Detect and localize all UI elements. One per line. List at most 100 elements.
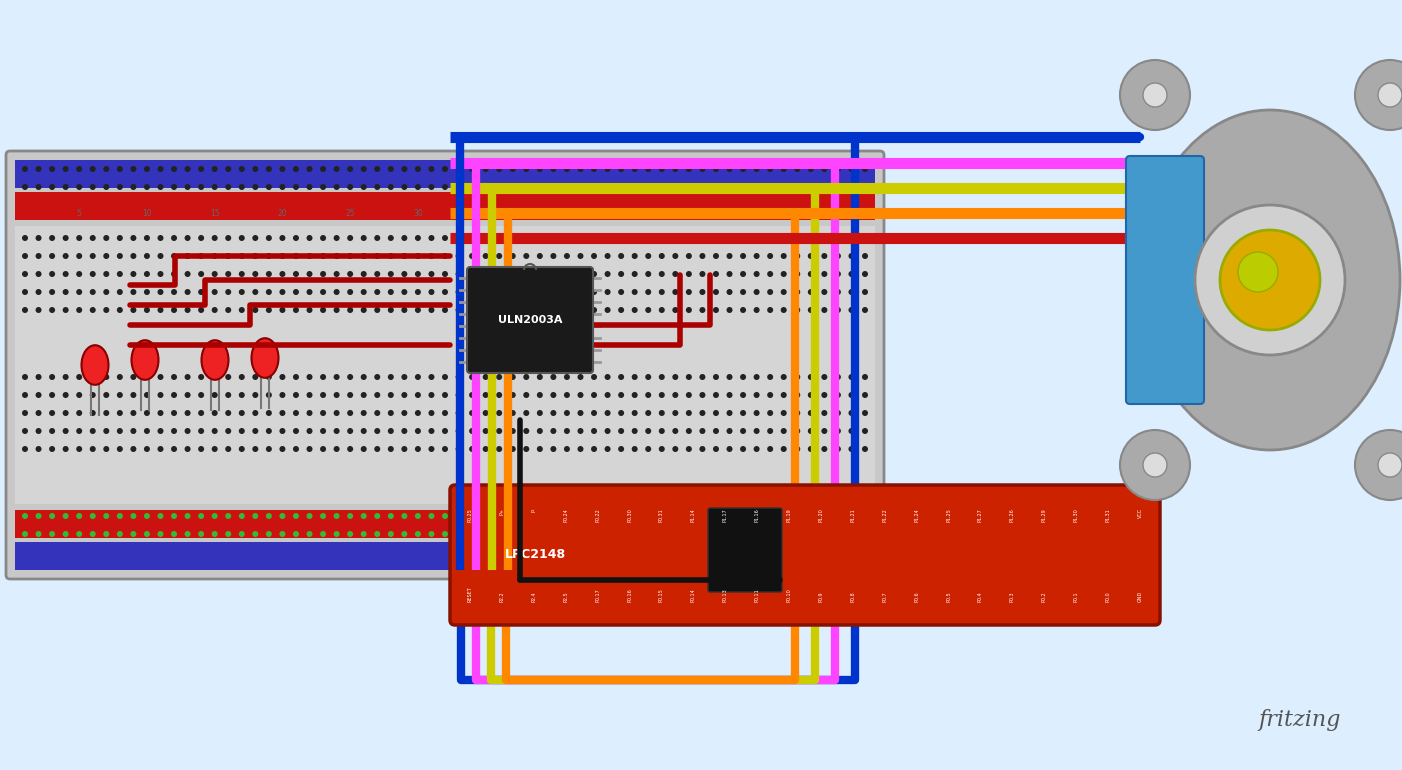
- Circle shape: [212, 392, 217, 398]
- Circle shape: [714, 289, 719, 295]
- Circle shape: [645, 446, 651, 452]
- Circle shape: [22, 271, 28, 277]
- Circle shape: [1354, 60, 1402, 130]
- Text: P1.31: P1.31: [1106, 508, 1110, 522]
- Circle shape: [144, 289, 150, 295]
- Circle shape: [482, 513, 489, 519]
- Circle shape: [537, 307, 543, 313]
- Circle shape: [523, 428, 530, 434]
- Text: P-: P-: [531, 508, 537, 513]
- Circle shape: [63, 446, 69, 452]
- Circle shape: [673, 428, 679, 434]
- Circle shape: [645, 392, 651, 398]
- Circle shape: [700, 289, 705, 295]
- Text: P1.29: P1.29: [1042, 508, 1047, 521]
- Circle shape: [740, 428, 746, 434]
- Circle shape: [618, 392, 624, 398]
- Circle shape: [632, 307, 638, 313]
- Circle shape: [578, 166, 583, 172]
- Circle shape: [22, 513, 28, 519]
- Circle shape: [212, 410, 217, 416]
- Circle shape: [700, 253, 705, 259]
- Circle shape: [279, 166, 286, 172]
- Circle shape: [212, 307, 217, 313]
- Circle shape: [185, 531, 191, 537]
- Circle shape: [862, 374, 868, 380]
- Circle shape: [496, 428, 502, 434]
- Circle shape: [429, 410, 435, 416]
- Circle shape: [401, 289, 408, 295]
- Circle shape: [198, 235, 205, 241]
- Circle shape: [673, 271, 679, 277]
- Circle shape: [388, 166, 394, 172]
- Circle shape: [212, 428, 217, 434]
- Circle shape: [1120, 430, 1190, 500]
- Circle shape: [564, 184, 571, 190]
- Circle shape: [781, 184, 787, 190]
- Circle shape: [238, 446, 245, 452]
- Circle shape: [1378, 453, 1402, 477]
- Circle shape: [212, 184, 217, 190]
- Circle shape: [49, 392, 55, 398]
- Circle shape: [645, 253, 651, 259]
- Circle shape: [157, 392, 164, 398]
- Circle shape: [293, 307, 299, 313]
- Circle shape: [185, 253, 191, 259]
- Circle shape: [401, 392, 408, 398]
- Text: P1.19: P1.19: [787, 508, 792, 521]
- Circle shape: [604, 184, 611, 190]
- Circle shape: [307, 446, 313, 452]
- Circle shape: [63, 307, 69, 313]
- Circle shape: [822, 289, 827, 295]
- Circle shape: [470, 253, 475, 259]
- Circle shape: [564, 271, 571, 277]
- Circle shape: [740, 513, 746, 519]
- Circle shape: [35, 410, 42, 416]
- Circle shape: [822, 253, 827, 259]
- Circle shape: [144, 513, 150, 519]
- Circle shape: [714, 410, 719, 416]
- Circle shape: [35, 307, 42, 313]
- Circle shape: [90, 410, 95, 416]
- Circle shape: [659, 307, 665, 313]
- Ellipse shape: [251, 338, 279, 378]
- Circle shape: [795, 374, 801, 380]
- Circle shape: [686, 446, 691, 452]
- Circle shape: [767, 374, 773, 380]
- Circle shape: [76, 374, 83, 380]
- Circle shape: [90, 531, 95, 537]
- Circle shape: [456, 271, 461, 277]
- Circle shape: [795, 513, 801, 519]
- Circle shape: [401, 410, 408, 416]
- Circle shape: [510, 392, 516, 398]
- Circle shape: [279, 531, 286, 537]
- Circle shape: [401, 513, 408, 519]
- Circle shape: [157, 253, 164, 259]
- Circle shape: [795, 289, 801, 295]
- Circle shape: [429, 166, 435, 172]
- Circle shape: [76, 184, 83, 190]
- Circle shape: [700, 428, 705, 434]
- Circle shape: [781, 289, 787, 295]
- Circle shape: [104, 410, 109, 416]
- Circle shape: [320, 410, 327, 416]
- Circle shape: [348, 289, 353, 295]
- Circle shape: [334, 235, 339, 241]
- Circle shape: [564, 289, 571, 295]
- Circle shape: [740, 392, 746, 398]
- Circle shape: [618, 289, 624, 295]
- Circle shape: [537, 428, 543, 434]
- Circle shape: [360, 428, 367, 434]
- Circle shape: [307, 410, 313, 416]
- Circle shape: [618, 184, 624, 190]
- Circle shape: [564, 374, 571, 380]
- Circle shape: [171, 307, 177, 313]
- Circle shape: [348, 184, 353, 190]
- Circle shape: [171, 235, 177, 241]
- Text: P0.5: P0.5: [946, 591, 951, 602]
- Circle shape: [279, 410, 286, 416]
- Circle shape: [645, 531, 651, 537]
- Text: P0.1: P0.1: [1074, 591, 1078, 602]
- Circle shape: [795, 271, 801, 277]
- Circle shape: [482, 166, 489, 172]
